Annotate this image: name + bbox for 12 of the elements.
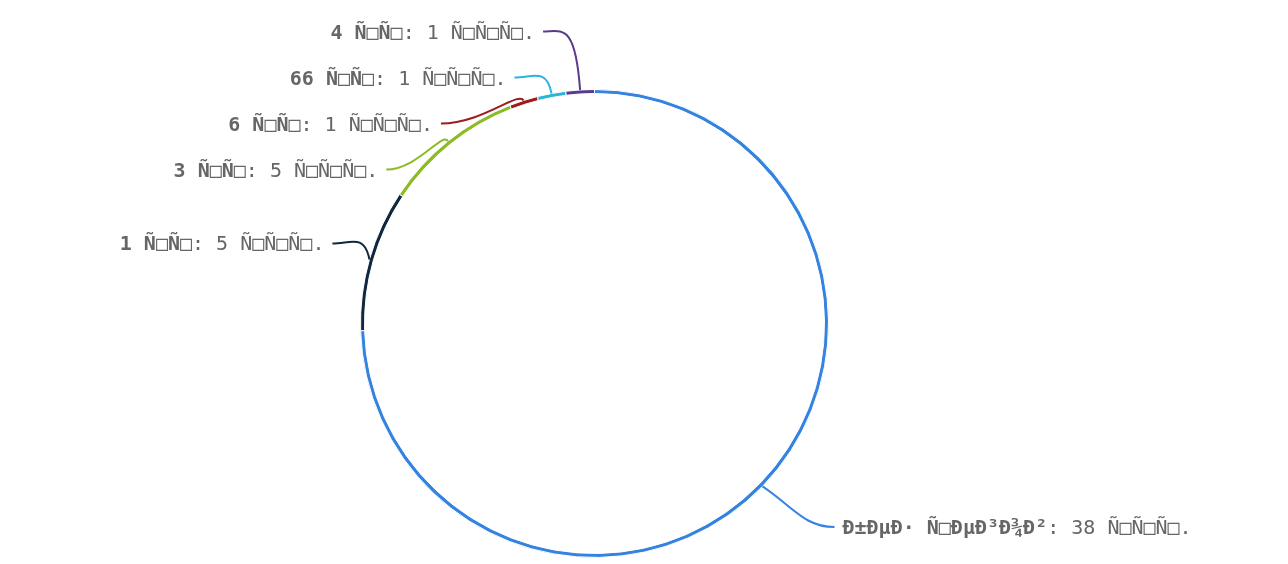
slice-label: 6 Ñ□Ñ□ bbox=[228, 111, 301, 136]
slice-label: 4 Ñ□Ñ□ bbox=[330, 19, 403, 44]
data-label: : 5 Ñ□Ñ□Ñ□. bbox=[191, 231, 325, 256]
data-label: : 1 Ñ□Ñ□Ñ□. bbox=[374, 65, 507, 90]
slice-label: 1 Ñ□Ñ□ bbox=[119, 231, 192, 256]
slice-label: 3 Ñ□Ñ□ bbox=[173, 157, 246, 182]
slice-label: Ð±ÐµÐ· Ñ□ÐµÐ³Ð¾Ð² bbox=[842, 515, 1048, 540]
data-label: : 1 Ñ□Ñ□Ñ□. bbox=[300, 111, 433, 136]
data-label: : 38 Ñ□Ñ□Ñ□. bbox=[1047, 515, 1192, 540]
data-label: : 1 Ñ□Ñ□Ñ□. bbox=[402, 19, 536, 44]
data-label: : 5 Ñ□Ñ□Ñ□. bbox=[245, 157, 379, 182]
slice-label: 66 Ñ□Ñ□ bbox=[289, 65, 375, 90]
